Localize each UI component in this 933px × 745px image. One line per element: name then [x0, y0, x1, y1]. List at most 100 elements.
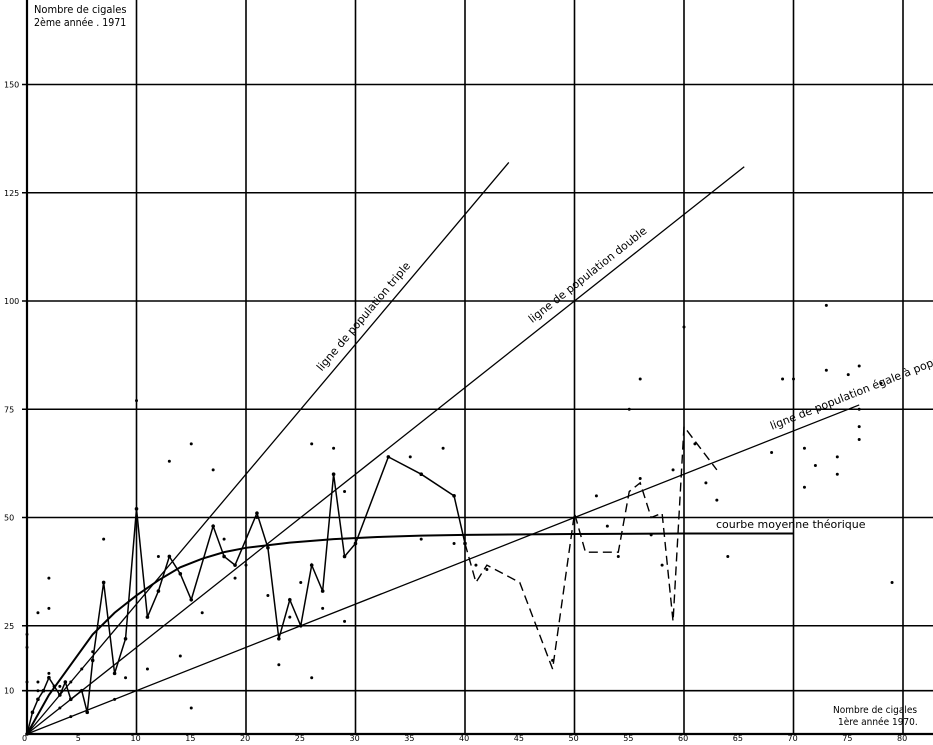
data-point	[266, 593, 270, 597]
data-point	[189, 706, 193, 710]
y-axis-label-line1: Nombre de cigales	[34, 3, 127, 16]
data-point	[638, 477, 642, 481]
data-point	[792, 377, 795, 381]
observed-point	[112, 671, 117, 676]
x-tick-label: 75	[842, 734, 852, 743]
reference-line	[26, 404, 860, 735]
x-tick-label: 80	[897, 734, 907, 743]
data-point	[408, 455, 412, 459]
data-point	[802, 485, 806, 489]
data-point	[419, 537, 423, 541]
observed-point	[222, 554, 226, 559]
data-point	[310, 676, 314, 680]
observed-point	[101, 580, 106, 585]
data-point	[835, 472, 839, 476]
observed-point	[145, 615, 150, 619]
scatter-points	[25, 303, 894, 719]
y-tick-label: 75	[4, 405, 14, 414]
data-point	[474, 563, 478, 567]
data-point	[69, 715, 73, 719]
series: courbe moyenne théorique	[25, 424, 866, 736]
observed-point	[233, 563, 237, 567]
reference-line	[26, 166, 745, 735]
observed-point	[298, 623, 303, 628]
data-point	[321, 606, 325, 610]
data-point	[102, 537, 106, 541]
data-point	[704, 481, 708, 485]
data-point	[233, 576, 237, 580]
data-point	[25, 645, 29, 649]
data-point	[857, 425, 861, 429]
data-point	[244, 563, 248, 567]
data-point	[47, 576, 51, 580]
data-point	[25, 632, 29, 636]
observed-line-solid	[26, 455, 466, 735]
x-tick-label: 55	[623, 734, 633, 743]
observed-point	[69, 697, 73, 702]
observed-point	[63, 680, 68, 684]
data-point	[36, 680, 40, 684]
data-point	[452, 541, 456, 545]
data-point	[58, 706, 62, 710]
observed-point	[452, 494, 456, 498]
data-point	[124, 676, 128, 680]
data-point	[135, 399, 138, 403]
y-tick-label: 100	[4, 297, 19, 306]
data-point	[715, 498, 719, 502]
data-point	[802, 446, 806, 450]
observed-point	[123, 636, 128, 641]
data-point	[824, 368, 828, 372]
x-tick-label: 65	[733, 734, 743, 743]
observed-point	[266, 546, 270, 550]
observed-point	[47, 675, 51, 680]
x-tick-label: 15	[185, 734, 195, 743]
observed-point	[211, 524, 215, 528]
x-tick-label: 35	[404, 734, 414, 743]
tick-labels: 5 10 15 20 25 30 35 40 45 50 55 60 65 70 75 80 0 10 25 50 75…	[4, 81, 907, 744]
observed-point	[277, 636, 281, 641]
data-point	[25, 680, 29, 684]
data-point	[813, 464, 817, 468]
observed-point	[189, 597, 194, 602]
observed-point	[52, 684, 57, 689]
observed-point	[342, 554, 347, 559]
observed-point	[156, 589, 161, 593]
data-point	[156, 554, 160, 558]
observed-point	[25, 732, 29, 736]
axes	[25, 0, 933, 736]
observed-point	[58, 693, 62, 697]
y-tick-label: 50	[4, 514, 14, 523]
data-point	[485, 567, 489, 571]
observed-point	[255, 511, 259, 515]
x-tick-label-zero: 0	[22, 734, 27, 743]
data-point	[890, 580, 894, 584]
data-point	[58, 684, 62, 688]
data-point	[222, 537, 226, 541]
data-point	[627, 407, 631, 411]
data-point	[770, 451, 774, 455]
x-tick-label: 25	[295, 734, 305, 743]
x-tick-label: 5	[76, 734, 81, 743]
data-point	[660, 563, 664, 567]
data-point	[671, 468, 675, 472]
x-tick-label: 70	[788, 734, 798, 743]
y-tick-label: 125	[4, 189, 19, 198]
observed-point	[167, 554, 172, 559]
observed-point	[419, 472, 424, 477]
data-point	[824, 303, 828, 307]
x-tick-label: 10	[131, 734, 141, 743]
data-point	[145, 667, 149, 671]
data-point	[441, 446, 445, 450]
data-point	[255, 516, 259, 519]
observed-point	[320, 589, 325, 593]
reference-line	[26, 162, 510, 735]
data-point	[47, 606, 51, 610]
data-point	[211, 468, 215, 472]
data-point	[178, 654, 182, 658]
data-point	[857, 438, 861, 442]
data-point	[36, 611, 40, 615]
observed-point	[386, 455, 391, 459]
data-point	[189, 442, 193, 446]
observed-point	[79, 688, 84, 693]
data-point	[638, 377, 642, 381]
